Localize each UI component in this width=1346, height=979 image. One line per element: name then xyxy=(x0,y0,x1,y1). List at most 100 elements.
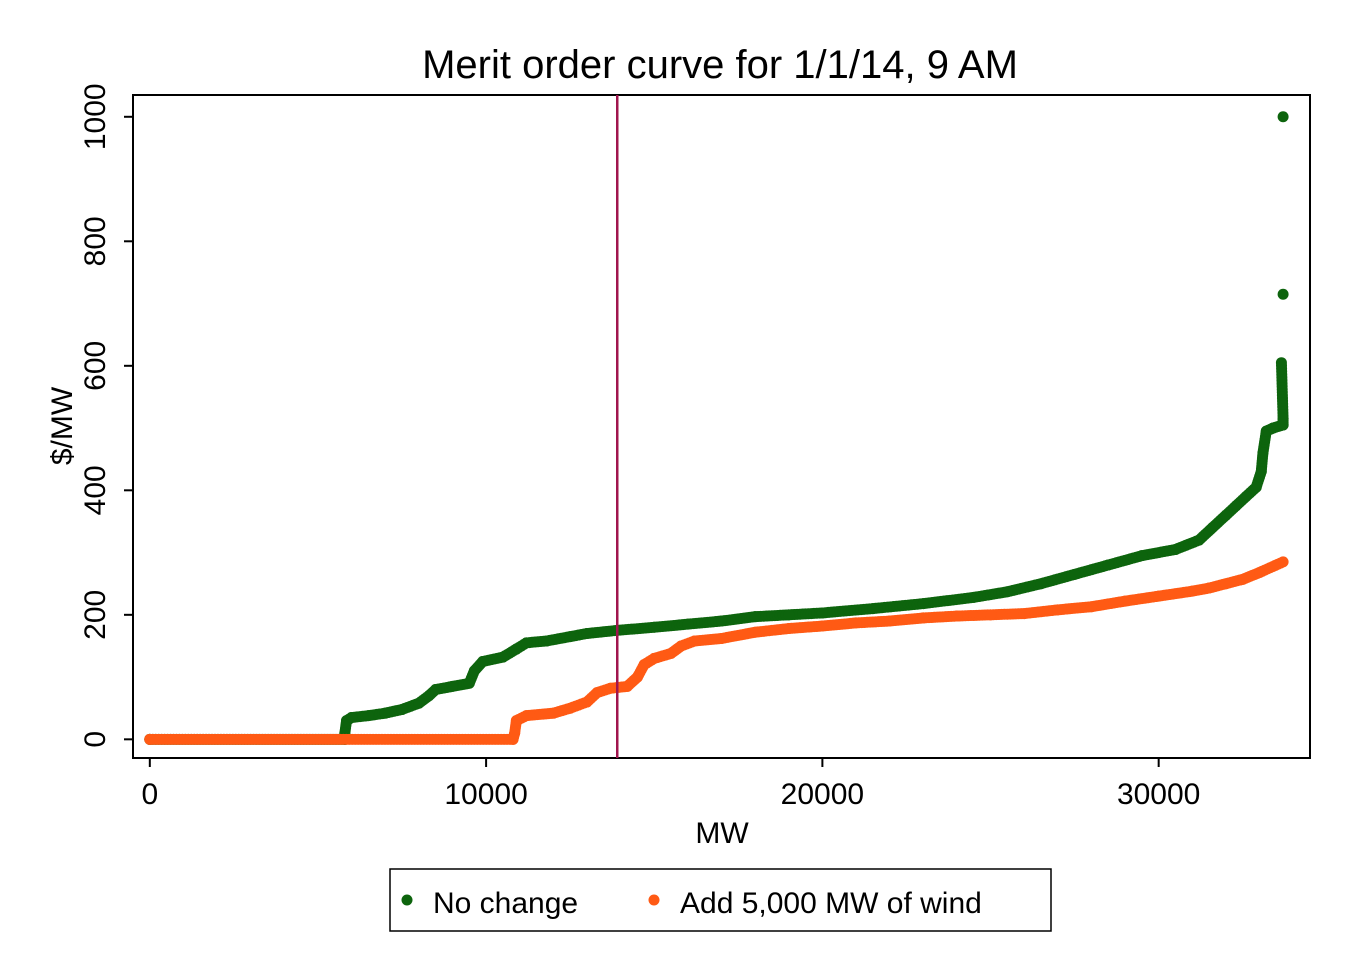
data-point xyxy=(144,733,156,745)
data-point xyxy=(581,696,593,708)
data-point xyxy=(1136,550,1148,562)
data-point xyxy=(917,612,929,624)
data-point xyxy=(1018,608,1030,620)
data-point xyxy=(468,665,480,677)
data-point xyxy=(783,623,795,635)
data-point xyxy=(1267,422,1279,434)
data-point xyxy=(648,621,660,633)
x-tick-label: 30000 xyxy=(1117,778,1200,811)
x-tick-label: 0 xyxy=(141,778,158,811)
data-point xyxy=(446,680,458,692)
y-tick-label: 400 xyxy=(79,465,112,515)
data-point xyxy=(850,617,862,629)
y-tick-label: 1000 xyxy=(79,83,112,150)
series-layer xyxy=(144,111,1289,745)
y-tick-label: 800 xyxy=(79,216,112,266)
data-point xyxy=(1203,582,1215,594)
data-point xyxy=(1277,111,1289,123)
y-axis-title: $/MW xyxy=(46,386,79,465)
data-point xyxy=(638,659,650,671)
data-point xyxy=(1069,568,1081,580)
data-point xyxy=(1275,357,1287,369)
data-point xyxy=(346,712,358,724)
data-point xyxy=(581,627,593,639)
legend-marker-add-wind xyxy=(648,894,660,906)
legend-box xyxy=(389,868,1052,932)
x-axis: 0 10000 20000 30000 xyxy=(141,758,1200,811)
data-point xyxy=(1277,288,1289,300)
chart-title: Merit order curve for 1/1/14, 9 AM xyxy=(422,43,1018,87)
data-point xyxy=(968,591,980,603)
legend: No change Add 5,000 MW of wind xyxy=(389,868,1052,932)
y-axis: 0 200 400 600 800 1000 xyxy=(79,83,133,748)
data-point xyxy=(463,677,475,689)
data-point xyxy=(1001,586,1013,598)
data-point xyxy=(1250,481,1262,493)
data-point xyxy=(547,707,559,719)
data-point xyxy=(648,652,660,664)
legend-label-add-wind: Add 5,000 MW of wind xyxy=(680,887,982,920)
data-point xyxy=(1119,595,1131,607)
data-point xyxy=(884,615,896,627)
data-point xyxy=(379,707,391,719)
data-point xyxy=(1220,509,1232,521)
data-point xyxy=(867,603,879,615)
data-point xyxy=(362,710,374,722)
data-point xyxy=(1237,573,1249,585)
data-point xyxy=(497,651,509,663)
data-point xyxy=(816,620,828,632)
x-tick-label: 20000 xyxy=(781,778,864,811)
y-tick-label: 600 xyxy=(79,341,112,391)
x-axis-title: MW xyxy=(695,817,749,850)
data-point xyxy=(1277,413,1289,425)
data-point xyxy=(621,680,633,692)
series-add-wind xyxy=(144,556,1289,745)
data-point xyxy=(520,637,532,649)
data-point xyxy=(564,631,576,643)
data-point xyxy=(689,635,701,647)
data-point xyxy=(1255,466,1267,478)
data-point xyxy=(985,609,997,621)
legend-label-no-change: No change xyxy=(433,887,578,920)
data-point xyxy=(816,607,828,619)
data-point xyxy=(510,643,522,655)
data-point xyxy=(665,647,677,659)
data-point xyxy=(1102,559,1114,571)
data-point xyxy=(631,671,643,683)
data-point xyxy=(1220,578,1232,590)
data-point xyxy=(1035,578,1047,590)
data-point xyxy=(591,687,603,699)
data-point xyxy=(716,615,727,627)
data-point xyxy=(541,635,553,647)
data-point xyxy=(520,710,532,722)
data-point xyxy=(1169,543,1181,555)
data-point xyxy=(1240,491,1252,503)
data-point xyxy=(783,609,795,621)
data-point xyxy=(1206,522,1218,534)
legend-marker-no-change xyxy=(401,894,413,906)
data-point xyxy=(1153,590,1165,602)
data-point xyxy=(1193,534,1205,546)
data-point xyxy=(1085,601,1097,613)
data-point xyxy=(430,684,442,696)
data-point xyxy=(1052,604,1064,616)
data-point xyxy=(749,611,761,623)
data-point xyxy=(510,715,522,727)
data-point xyxy=(605,682,617,694)
data-point xyxy=(917,598,929,610)
plot-area-frame xyxy=(132,94,1311,759)
data-point xyxy=(413,697,425,709)
data-point xyxy=(749,626,761,638)
data-point xyxy=(1277,556,1289,568)
data-point xyxy=(951,610,963,622)
data-point xyxy=(1230,500,1242,512)
data-point xyxy=(509,727,521,739)
x-tick-label: 10000 xyxy=(444,778,527,811)
data-point xyxy=(564,702,576,714)
data-point xyxy=(1257,447,1269,459)
data-point xyxy=(1254,566,1266,578)
data-point xyxy=(716,632,727,644)
y-tick-label: 0 xyxy=(79,731,112,748)
